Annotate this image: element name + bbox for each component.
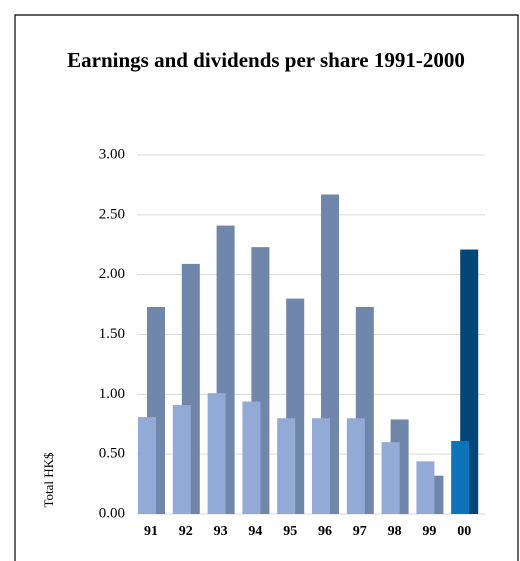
bar [277, 418, 296, 514]
chart-title: Earnings and dividends per share 1991-20… [67, 48, 465, 72]
x-tick-label: 92 [179, 524, 193, 539]
bar [346, 418, 365, 514]
bar [172, 405, 191, 514]
bar [207, 393, 226, 514]
y-tick-label: 3.00 [99, 146, 125, 162]
y-axis-label: Total HK$ [41, 452, 56, 508]
bar [451, 441, 470, 514]
y-tick-label: 0.00 [99, 505, 125, 521]
frame [14, 14, 519, 561]
x-tick-label: 91 [144, 524, 158, 539]
y-tick-label: 0.50 [99, 446, 125, 462]
x-tick-label: 00 [457, 524, 471, 539]
bar [416, 461, 435, 514]
x-tick-label: 93 [214, 524, 228, 539]
y-tick-label: 2.50 [99, 206, 125, 222]
x-tick-label: 97 [353, 524, 367, 539]
y-tick-label: 1.50 [99, 326, 125, 342]
x-tick-label: 98 [388, 524, 402, 539]
bar [138, 417, 156, 514]
x-tick-label: 94 [248, 524, 262, 539]
x-tick-label: 99 [422, 524, 436, 539]
x-tick-label: 95 [283, 524, 297, 539]
bar [381, 442, 400, 514]
bar [312, 418, 330, 514]
bar [242, 401, 261, 514]
y-tick-label: 2.00 [99, 266, 125, 282]
x-tick-label: 96 [318, 524, 332, 539]
y-tick-label: 1.00 [99, 386, 125, 402]
